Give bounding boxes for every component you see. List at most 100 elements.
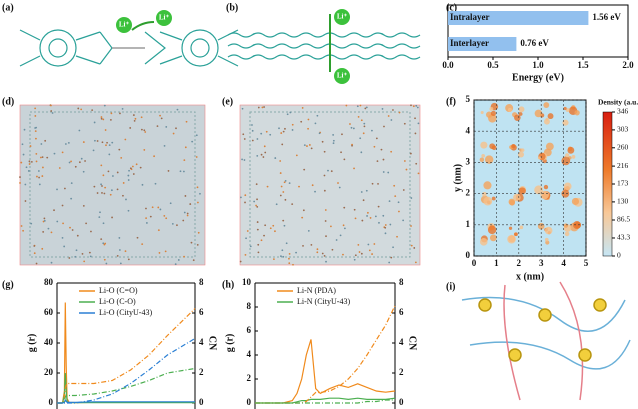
atom <box>410 225 412 227</box>
x-tick-label: 3 <box>539 258 544 268</box>
atom <box>69 226 71 229</box>
atom <box>363 122 366 125</box>
atom <box>38 183 41 186</box>
atom <box>281 249 284 252</box>
density-blob <box>484 155 494 164</box>
atom <box>318 132 321 135</box>
legend-label: Li-N (CityU-43) <box>297 297 350 306</box>
atom <box>388 200 391 203</box>
atom <box>279 194 282 197</box>
atom <box>99 211 101 214</box>
y-tick-label: 8 <box>247 301 252 311</box>
panel-label: (a) <box>2 2 14 13</box>
atom <box>93 185 96 188</box>
atom <box>106 141 108 144</box>
atom <box>101 192 103 194</box>
density-blob <box>514 114 521 122</box>
y-axis-label: g (r) <box>224 334 235 353</box>
atom <box>183 255 185 258</box>
density-blob <box>487 225 497 235</box>
atom <box>84 160 86 162</box>
atom <box>158 252 161 254</box>
panel-label: (b) <box>226 2 238 13</box>
atom <box>354 254 357 257</box>
atom <box>70 182 73 185</box>
li-label: Li⁺ <box>159 14 170 22</box>
atom <box>264 151 267 154</box>
atom <box>403 122 406 125</box>
atom <box>282 219 285 222</box>
y-tick-label: 6 <box>247 325 252 335</box>
atom <box>154 182 157 185</box>
atom <box>164 250 167 253</box>
atom <box>302 244 304 247</box>
atom <box>47 227 50 230</box>
atom <box>50 104 52 107</box>
atom <box>341 133 343 136</box>
atom <box>360 191 363 193</box>
atom <box>143 129 146 132</box>
atom <box>402 189 405 191</box>
atom <box>260 239 263 242</box>
atom <box>127 174 130 177</box>
atom <box>253 200 256 203</box>
atom <box>363 125 366 128</box>
atom <box>64 143 67 145</box>
bar <box>448 37 517 51</box>
atom <box>245 237 247 240</box>
atom <box>302 209 305 212</box>
atom <box>389 223 392 226</box>
atom <box>256 198 258 201</box>
atom <box>177 259 180 261</box>
li-label: Li⁺ <box>119 21 130 29</box>
atom <box>61 151 64 154</box>
x-tick-label: 0.0 <box>442 60 454 70</box>
legend-label: Li-O (C=O) <box>99 286 138 295</box>
atom <box>393 184 396 187</box>
panel-label: (d) <box>2 96 14 107</box>
atom <box>291 129 294 131</box>
atom <box>28 163 31 165</box>
atom <box>135 163 138 166</box>
atom <box>384 232 387 235</box>
atom <box>365 106 368 109</box>
atom <box>332 134 335 136</box>
atom <box>116 254 119 257</box>
atom <box>310 147 313 150</box>
panel-label: (i) <box>446 281 455 292</box>
category-label: Interlayer <box>450 38 489 48</box>
atom <box>30 222 33 225</box>
y-tick-label: 3 <box>466 156 471 166</box>
atom <box>251 124 253 126</box>
atom <box>306 145 308 147</box>
atom <box>102 174 105 177</box>
density-blob <box>509 199 516 206</box>
density-blob <box>481 153 485 158</box>
y-tick-label: 1 <box>466 219 471 229</box>
atom <box>345 104 348 107</box>
x-tick-label: 2.0 <box>622 60 634 70</box>
atom <box>20 225 23 227</box>
atom <box>96 192 99 194</box>
category-label: Intralayer <box>450 12 490 22</box>
atom <box>384 224 387 226</box>
x-tick-label: 1.5 <box>577 60 589 70</box>
atom <box>80 157 83 160</box>
atom <box>159 114 161 117</box>
atom <box>282 191 285 193</box>
atom <box>387 171 390 174</box>
atom <box>263 106 265 108</box>
colorbar-tick-label: 346 <box>617 107 629 116</box>
density-blob <box>513 193 521 202</box>
atom <box>274 157 277 159</box>
atom <box>239 260 242 263</box>
atom <box>335 239 338 241</box>
atom <box>25 166 28 169</box>
atom <box>62 222 64 225</box>
atom <box>163 214 166 217</box>
atom <box>111 216 113 219</box>
atom <box>314 190 316 193</box>
series-line <box>57 367 196 404</box>
atom <box>112 175 114 177</box>
atom <box>102 118 105 121</box>
